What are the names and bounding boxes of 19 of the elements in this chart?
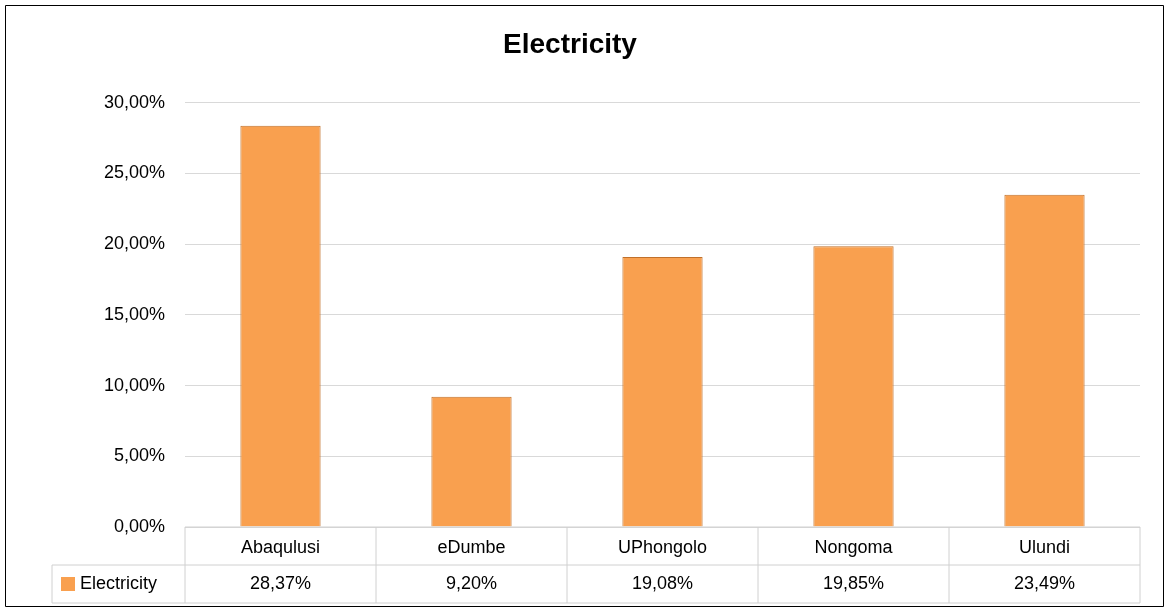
- data-label: 19,08%: [631, 572, 694, 593]
- x-tick-label: Nongoma: [814, 536, 894, 557]
- legend-label: Electricity: [80, 572, 158, 593]
- y-tick-label: 25,00%: [103, 162, 165, 183]
- x-tick-label: Abaqulusi: [240, 536, 321, 557]
- data-label: 23,49%: [1013, 572, 1076, 593]
- y-tick-label: 0,00%: [113, 515, 165, 536]
- y-tick-label: 20,00%: [103, 233, 165, 254]
- y-tick-label: 15,00%: [103, 303, 165, 324]
- x-tick-label: Ulundi: [1018, 536, 1071, 557]
- y-tick-label: 5,00%: [113, 445, 165, 466]
- data-label: 19,85%: [822, 572, 885, 593]
- x-tick-label: UPhongolo: [617, 536, 708, 557]
- y-tick-label: 30,00%: [103, 91, 165, 112]
- y-tick-label: 10,00%: [103, 374, 165, 395]
- chart-title: Electricity: [503, 27, 638, 59]
- data-label: 9,20%: [445, 572, 498, 593]
- data-label: 28,37%: [249, 572, 312, 593]
- x-tick-label: eDumbe: [437, 536, 506, 557]
